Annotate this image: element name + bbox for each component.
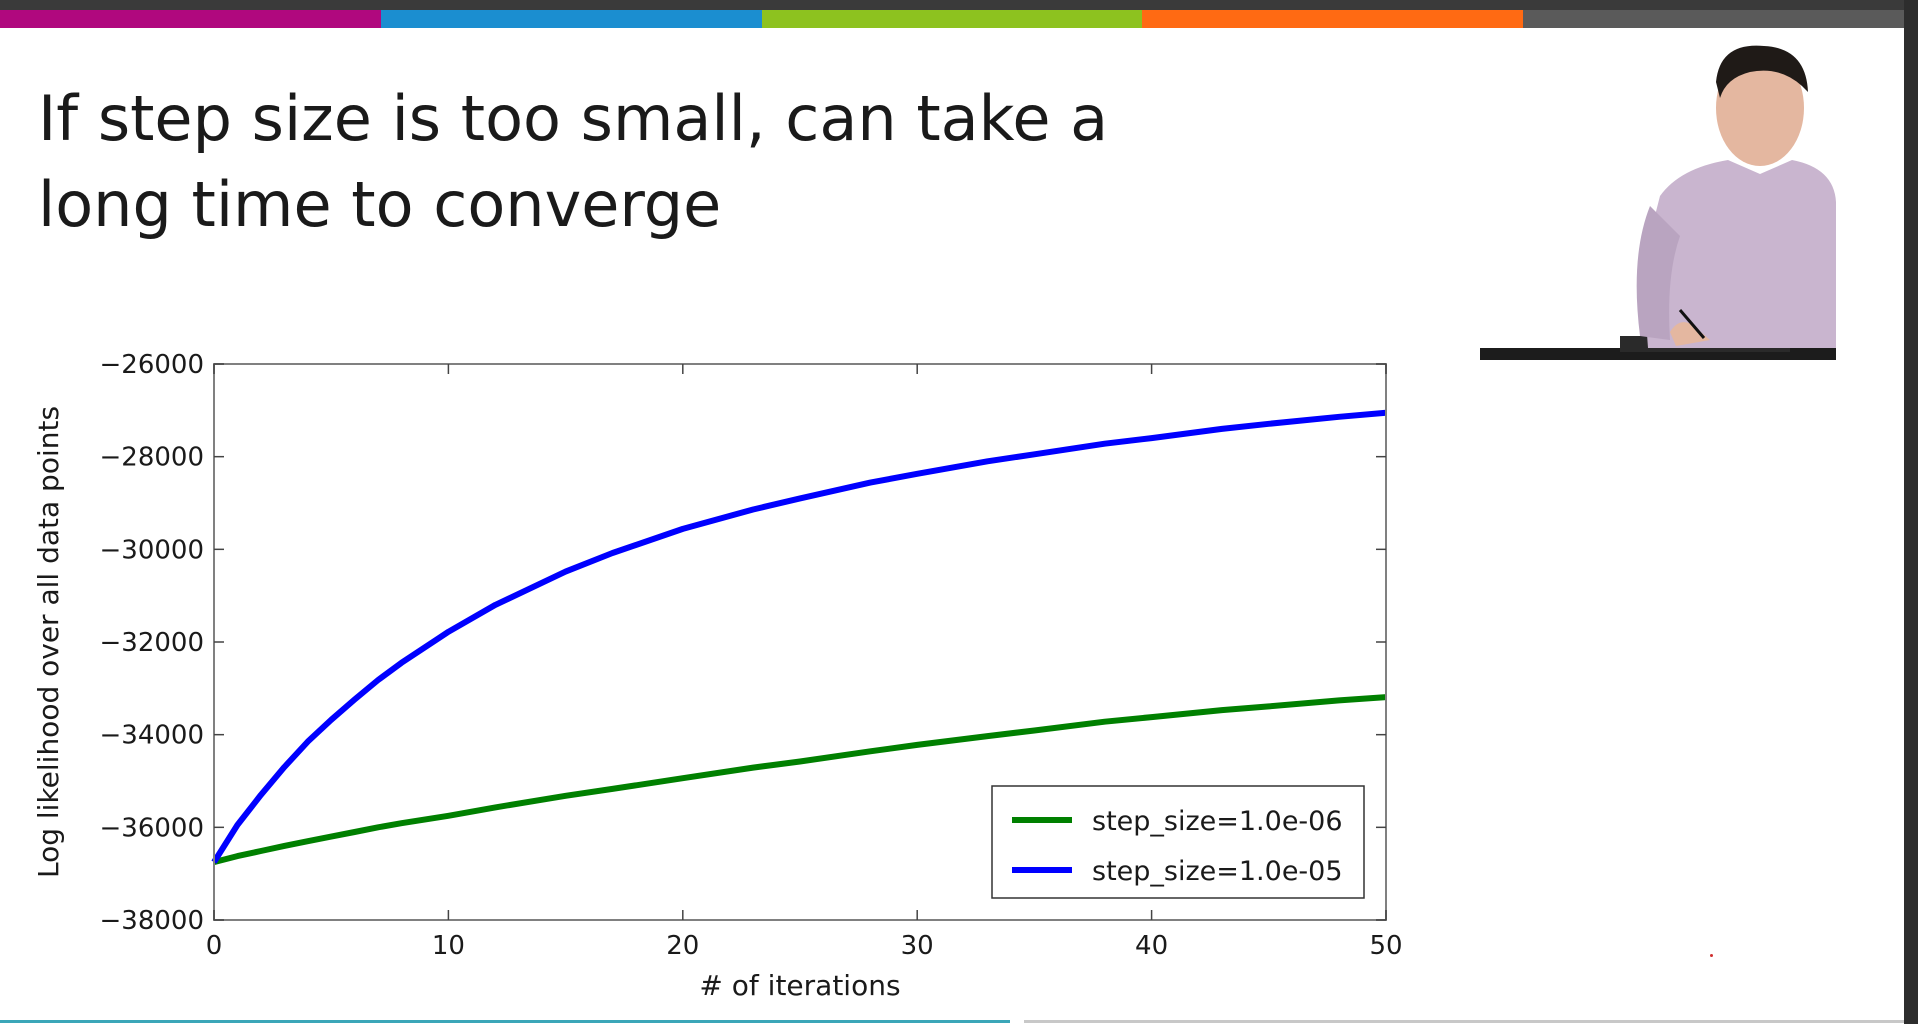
bottom-progress-segment-2 <box>1024 1020 1904 1023</box>
accent-segment-2 <box>380 10 762 28</box>
x-axis-label: # of iterations <box>699 969 900 1002</box>
y-tick-label-0: −26000 <box>100 350 205 380</box>
slide-title: If step size is too small, can take a lo… <box>38 76 1288 248</box>
y-tick-label-2: −30000 <box>100 535 205 565</box>
bottom-progress-segment-1 <box>0 1020 1010 1023</box>
log-likelihood-chart: 0 10 20 30 40 50 −26000 −28000 −30000 −32000 −3400… <box>32 350 1403 1002</box>
x-tick-label-4: 40 <box>1135 931 1168 961</box>
y-tick-label-3: −32000 <box>100 628 205 658</box>
x-tick-label-5: 50 <box>1369 931 1402 961</box>
red-dot <box>1710 954 1713 957</box>
y-axis-label: Log likelihood over all data points <box>32 406 65 878</box>
slide-title-line-2: long time to converge <box>38 168 722 241</box>
y-tick-label-6: −38000 <box>100 906 205 936</box>
series-line-2 <box>211 409 1387 864</box>
legend-label-1: step_size=1.0e-06 <box>1092 806 1343 837</box>
series-line-1 <box>213 694 1387 866</box>
accent-segment-1 <box>0 10 381 28</box>
legend-box <box>991 785 1365 899</box>
y-tick-label-1: −28000 <box>100 443 205 473</box>
y-tick-label-5: −36000 <box>100 813 205 843</box>
x-tick-label-0: 0 <box>206 931 223 961</box>
legend-label-2: step_size=1.0e-05 <box>1092 856 1343 887</box>
frame-right-edge <box>1904 0 1918 1024</box>
slide-title-line-1: If step size is too small, can take a <box>38 82 1109 155</box>
slide: If step size is too small, can take a lo… <box>0 10 1904 1024</box>
accent-color-bar <box>0 10 1904 28</box>
accent-segment-3 <box>761 10 1143 28</box>
y-tick-label-4: −34000 <box>100 721 205 751</box>
presenter-video-icon <box>1480 45 1836 360</box>
x-tick-label-1: 10 <box>432 931 465 961</box>
accent-segment-5 <box>1523 10 1904 28</box>
bottom-progress-bar <box>0 1020 1904 1024</box>
accent-segment-4 <box>1142 10 1524 28</box>
x-tick-label-3: 30 <box>901 931 934 961</box>
x-tick-label-2: 20 <box>666 931 699 961</box>
